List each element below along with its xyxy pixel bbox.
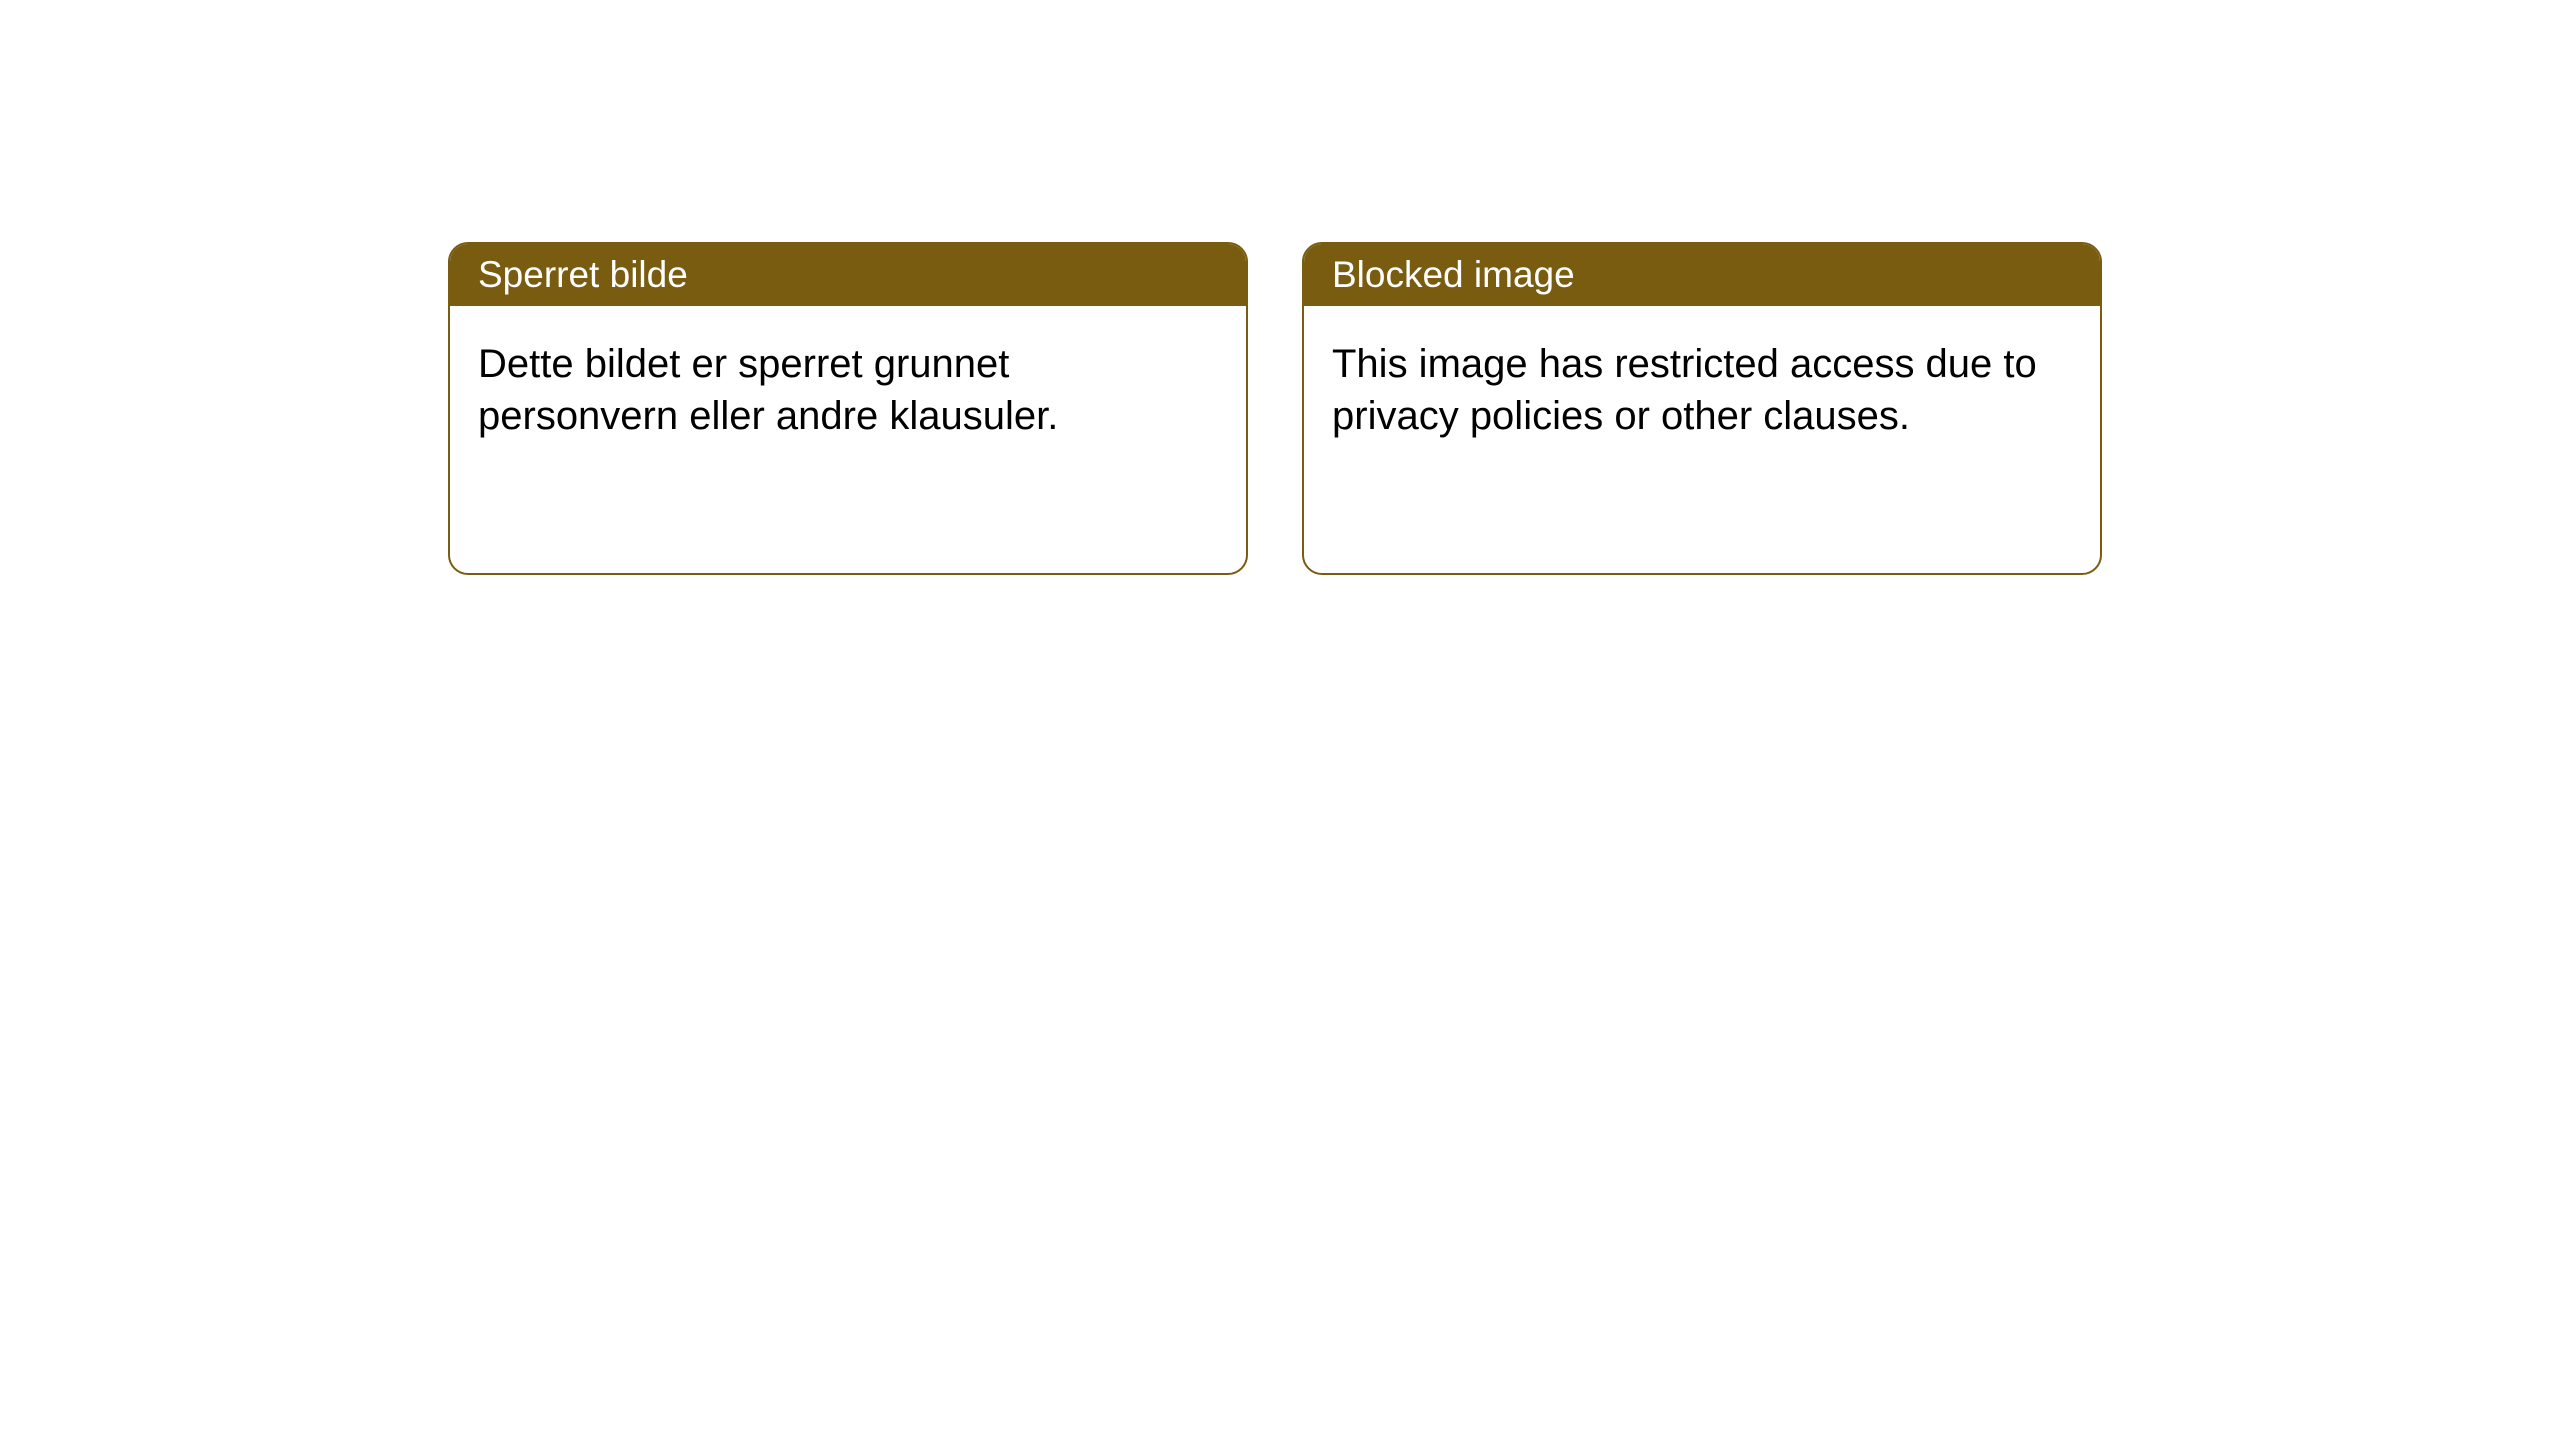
body-text-english: This image has restricted access due to … xyxy=(1332,342,2037,438)
card-header-english: Blocked image xyxy=(1304,244,2100,306)
header-text-english: Blocked image xyxy=(1332,254,1575,295)
card-header-norwegian: Sperret bilde xyxy=(450,244,1246,306)
card-body-norwegian: Dette bildet er sperret grunnet personve… xyxy=(450,306,1246,474)
body-text-norwegian: Dette bildet er sperret grunnet personve… xyxy=(478,342,1058,438)
card-body-english: This image has restricted access due to … xyxy=(1304,306,2100,474)
cards-container: Sperret bilde Dette bildet er sperret gr… xyxy=(448,242,2102,575)
header-text-norwegian: Sperret bilde xyxy=(478,254,688,295)
card-english: Blocked image This image has restricted … xyxy=(1302,242,2102,575)
card-norwegian: Sperret bilde Dette bildet er sperret gr… xyxy=(448,242,1248,575)
